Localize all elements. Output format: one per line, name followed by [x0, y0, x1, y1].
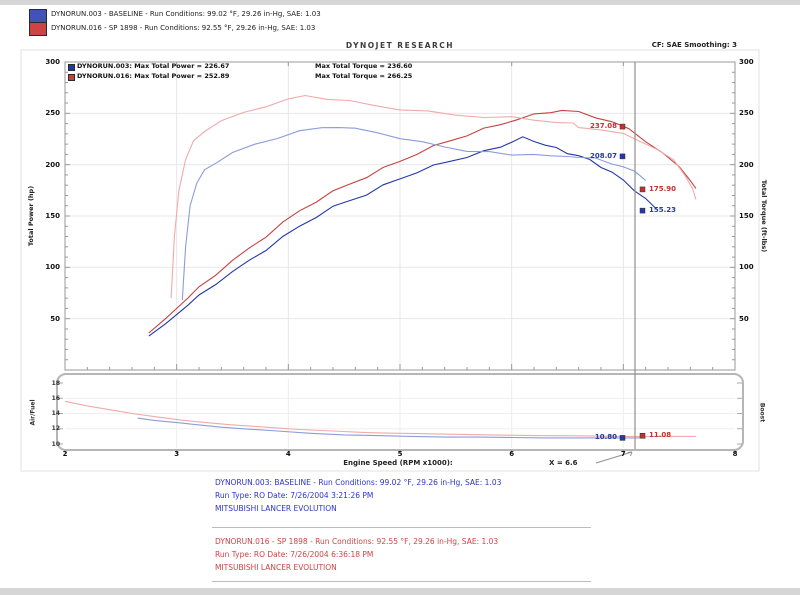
run2-info-line1: DYNORUN.016 - SP 1898 - Run Conditions: …: [215, 537, 499, 546]
power-axis-title: Total Power (hp): [27, 185, 35, 247]
run1-plot-swatch: [68, 64, 75, 71]
curve-run1-total-power: [148, 136, 658, 337]
run2-max-power-label: DYNORUN.016: Max Total Power = 252.89: [77, 72, 230, 80]
cursor-marker: [639, 433, 646, 439]
run2-color-swatch: [29, 22, 47, 36]
torque-axis-title: Total Torque (ft-lbs): [760, 179, 768, 253]
curve-run2-total-torque: [170, 94, 697, 299]
footer-divider-1: [212, 527, 591, 528]
run1-max-power-label: DYNORUN.003: Max Total Power = 226.67: [77, 62, 230, 70]
boost-axis-title: Boost: [758, 402, 766, 423]
run1-max-torque-label: Max Total Torque = 236.60: [315, 62, 413, 70]
airfuel-axis-title: Air/Fuel: [29, 399, 37, 426]
run1-legend-label: DYNORUN.003 - BASELINE - Run Conditions:…: [51, 10, 321, 18]
bottom-border: [0, 588, 800, 595]
run1-info-line2: Run Type: RO Date: 7/26/2004 3:21:26 PM: [215, 491, 374, 500]
curve-run1-air-fuel: [137, 417, 646, 439]
cursor-marker: [619, 123, 626, 130]
engine-speed-axis-label: Engine Speed (RPM x1000):: [343, 459, 453, 467]
cursor-marker: [639, 186, 646, 193]
cf-smoothing-label: CF: SAE Smoothing: 3: [651, 41, 737, 49]
curve-run1-total-torque: [181, 127, 647, 301]
cursor-marker: [619, 435, 626, 441]
cursor-arrow: [627, 451, 633, 453]
chart-outer-frame: [20, 49, 760, 472]
cursor-arrow: [630, 451, 633, 457]
run2-info-line3: MITSUBISHI LANCER EVOLUTION: [215, 563, 337, 572]
run2-plot-swatch: [68, 74, 75, 81]
cursor-arrow: [595, 451, 633, 464]
curve-run2-total-power: [148, 109, 697, 334]
cursor-marker: [639, 207, 646, 214]
cursor-x-readout: X = 6.6: [549, 459, 578, 467]
chart-title: DYNOJET RESEARCH: [345, 41, 455, 50]
footer-divider-2: [212, 581, 591, 582]
run2-info-line2: Run Type: RO Date: 7/26/2004 6:36:18 PM: [215, 550, 374, 559]
run2-max-torque-label: Max Total Torque = 266.25: [315, 72, 413, 80]
run1-info-line1: DYNORUN.003: BASELINE - Run Conditions: …: [215, 478, 502, 487]
cursor-marker: [619, 153, 626, 160]
top-border: [0, 0, 800, 5]
run2-legend-label: DYNORUN.016 - SP 1898 - Run Conditions: …: [51, 24, 316, 32]
curve-run2-air-fuel: [64, 400, 696, 437]
run1-info-line3: MITSUBISHI LANCER EVOLUTION: [215, 504, 337, 513]
